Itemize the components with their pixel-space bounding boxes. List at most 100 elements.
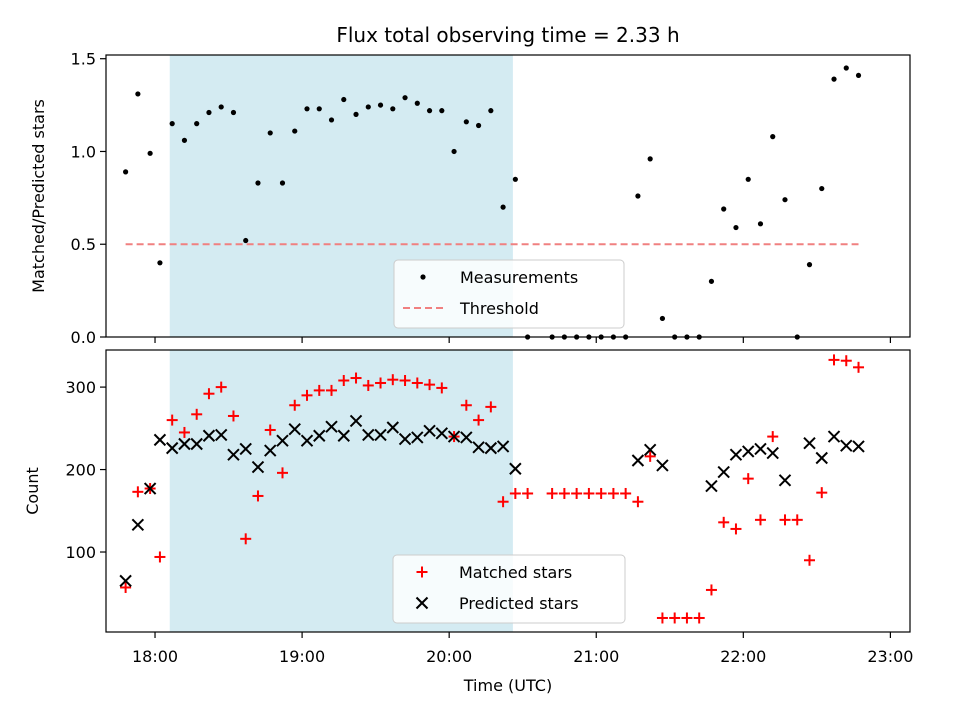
matched-marker (754, 514, 766, 526)
data-point (292, 128, 298, 134)
data-point (194, 121, 200, 127)
y-tick-label: 1.5 (71, 50, 96, 69)
data-point (147, 150, 153, 156)
data-point (426, 108, 433, 114)
predicted-marker (729, 448, 743, 461)
matched-marker (240, 533, 252, 545)
x-tick-label: 21:00 (573, 647, 619, 666)
data-point (328, 117, 335, 123)
matched-marker (120, 581, 132, 593)
predicted-marker (227, 448, 240, 461)
matched-marker (203, 388, 215, 400)
legend-entry-label: Measurements (460, 268, 578, 287)
predicted-marker (178, 437, 191, 451)
predicted-marker (643, 443, 657, 456)
data-point (218, 104, 224, 110)
series-matched-stars (120, 354, 865, 624)
data-point (341, 96, 347, 103)
predicted-marker (325, 420, 338, 433)
predicted-marker (411, 431, 424, 444)
matched-marker (681, 612, 693, 624)
predicted-marker (264, 444, 277, 457)
predicted-marker (509, 462, 522, 475)
predicted-marker (742, 445, 755, 458)
data-point (135, 91, 141, 97)
y-tick-label: 100 (65, 543, 96, 562)
matched-marker (424, 379, 436, 391)
matched-marker (828, 354, 840, 366)
legend-entry-label: Matched stars (459, 563, 572, 582)
matched-marker (326, 384, 338, 396)
matched-marker (705, 584, 717, 596)
legend-swatch-matched-stars (416, 566, 428, 578)
data-point (365, 104, 371, 110)
matched-marker (387, 374, 399, 386)
predicted-marker (143, 482, 157, 495)
predicted-marker (472, 441, 485, 454)
data-point (757, 221, 764, 227)
predicted-marker (288, 422, 301, 436)
matched-marker (693, 612, 705, 624)
matched-marker (276, 467, 288, 479)
predicted-marker (374, 428, 387, 442)
matched-marker (791, 514, 803, 526)
data-point (157, 260, 163, 266)
legend-entry-label: Predicted stars (459, 594, 579, 613)
data-point (488, 108, 494, 114)
data-point (831, 76, 837, 82)
data-point (390, 106, 396, 112)
predicted-marker (460, 431, 473, 444)
predicted-marker (119, 574, 132, 588)
chart-title: Flux total observing time = 2.33 h (336, 23, 679, 47)
predicted-marker (705, 479, 718, 493)
predicted-marker (337, 429, 350, 442)
series-predicted-stars (119, 414, 865, 588)
matched-marker (227, 410, 239, 422)
matched-marker (779, 514, 791, 526)
predicted-marker (656, 459, 669, 472)
matched-marker (485, 401, 497, 413)
legend-box (392, 554, 626, 624)
axes-frame (105, 349, 911, 633)
matched-marker (816, 487, 828, 499)
predicted-marker (313, 429, 326, 442)
matched-marker (571, 487, 583, 499)
matched-marker (460, 399, 472, 411)
predicted-marker (165, 441, 179, 455)
y-axis-title: Matched/Predicted stars (29, 99, 48, 293)
data-point (635, 193, 641, 199)
data-point (475, 122, 482, 129)
y-tick-label: 0.0 (71, 328, 96, 347)
predicted-marker (840, 439, 853, 452)
predicted-marker (803, 436, 816, 450)
predicted-marker (190, 437, 203, 451)
predicted-marker (852, 440, 865, 453)
matched-marker (313, 384, 325, 396)
data-point (708, 278, 715, 284)
data-point (230, 109, 237, 116)
data-point (745, 176, 751, 182)
series-measurements (123, 65, 862, 340)
y-tick-label: 0.5 (71, 235, 96, 254)
y-tick-label: 300 (65, 378, 96, 397)
x-tick-label: 19:00 (279, 647, 325, 666)
legend: Measurements Threshold (393, 259, 625, 329)
predicted-marker (754, 442, 767, 456)
matched-marker (730, 523, 742, 535)
matched-marker (607, 487, 619, 499)
legend-swatch-predicted-stars (415, 596, 429, 610)
matched-marker (289, 399, 301, 411)
matched-marker (399, 375, 411, 387)
matched-marker (669, 612, 681, 624)
predicted-marker (251, 460, 265, 474)
predicted-marker (398, 432, 412, 446)
predicted-marker (239, 442, 252, 456)
data-point (451, 148, 457, 155)
predicted-marker (815, 451, 828, 465)
matched-marker (350, 372, 362, 384)
data-point (463, 119, 469, 125)
x-axis-title: Time (UTC) (463, 676, 552, 695)
matched-marker (375, 377, 387, 389)
data-point (843, 65, 849, 71)
